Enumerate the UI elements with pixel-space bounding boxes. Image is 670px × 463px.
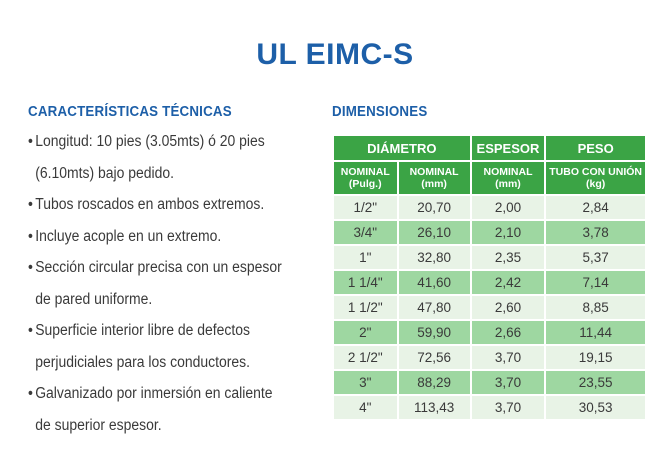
subheader-label: TUBO CON UNIÓN bbox=[549, 166, 643, 178]
subheader-unit: (mm) bbox=[421, 178, 447, 190]
feature-text: Incluye acople en un extremo. bbox=[35, 227, 222, 245]
cell-mm: 59,90 bbox=[398, 321, 470, 344]
cell-peso: 23,55 bbox=[546, 371, 645, 394]
table-row: 1" 32,80 2,35 5,37 bbox=[334, 246, 645, 269]
table-row: 4" 113,43 3,70 30,53 bbox=[334, 396, 645, 419]
feature-item: • Tubos roscados en ambos extremos. bbox=[28, 189, 298, 221]
cell-pulg: 3/4" bbox=[334, 221, 397, 244]
feature-text: de pared uniforme. bbox=[35, 290, 153, 308]
feature-item: • Longitud: 10 pies (3.05mts) ó 20 pies bbox=[28, 126, 298, 158]
cell-espesor: 2,66 bbox=[471, 321, 545, 344]
dimensions-heading: DIMENSIONES bbox=[332, 104, 428, 120]
features-heading: CARACTERÍSTICAS TÉCNICAS bbox=[28, 104, 232, 120]
feature-text: perjudiciales para los conductores. bbox=[35, 353, 251, 371]
feature-item: • Sección circular precisa con un espesor bbox=[28, 252, 298, 284]
cell-mm: 32,80 bbox=[398, 246, 470, 269]
cell-espesor: 2,35 bbox=[471, 246, 545, 269]
feature-text: Sección circular precisa con un espesor bbox=[35, 259, 282, 276]
feature-text: Longitud: 10 pies (3.05mts) ó 20 pies bbox=[35, 133, 265, 150]
cell-espesor: 3,70 bbox=[471, 371, 545, 394]
cell-espesor: 3,70 bbox=[471, 346, 545, 369]
bullet-icon: • bbox=[28, 322, 33, 339]
bullet-icon: • bbox=[28, 196, 33, 213]
cell-pulg: 2 1/2" bbox=[334, 346, 397, 369]
cell-pulg: 1 1/2" bbox=[334, 296, 397, 319]
table-row: 1 1/4" 41,60 2,42 7,14 bbox=[334, 271, 645, 294]
subheader-unit: (kg) bbox=[586, 178, 606, 190]
cell-espesor: 2,42 bbox=[471, 271, 545, 294]
feature-text: Galvanizado por inmersión en caliente bbox=[35, 385, 273, 402]
table-row: 2 1/2" 72,56 3,70 19,15 bbox=[334, 346, 645, 369]
subheader-nominal-mm: NOMINAL (mm) bbox=[398, 162, 470, 194]
cell-peso: 19,15 bbox=[546, 346, 645, 369]
cell-peso: 11,44 bbox=[546, 321, 645, 344]
header-diametro: DIÁMETRO bbox=[334, 136, 470, 160]
page-title: UL EIMC-S bbox=[256, 38, 414, 71]
cell-pulg: 4" bbox=[334, 396, 397, 419]
bullet-icon: • bbox=[28, 133, 33, 150]
feature-item-continuation: perjudiciales para los conductores. bbox=[28, 347, 298, 379]
subheader-nominal-pulg: NOMINAL (Pulg.) bbox=[334, 162, 397, 194]
feature-item: • Galvanizado por inmersión en caliente bbox=[28, 378, 298, 410]
bullet-icon: • bbox=[28, 259, 33, 276]
subheader-unit: (mm) bbox=[495, 178, 521, 190]
cell-peso: 30,53 bbox=[546, 396, 645, 419]
feature-item-continuation: (6.10mts) bajo pedido. bbox=[28, 158, 298, 190]
subheader-label: NOMINAL bbox=[340, 166, 390, 178]
cell-mm: 113,43 bbox=[398, 396, 470, 419]
table-row: 2" 59,90 2,66 11,44 bbox=[334, 321, 645, 344]
cell-pulg: 1" bbox=[334, 246, 397, 269]
cell-pulg: 1/2" bbox=[334, 196, 397, 219]
cell-mm: 72,56 bbox=[398, 346, 470, 369]
feature-item-continuation: de pared uniforme. bbox=[28, 284, 298, 316]
cell-peso: 3,78 bbox=[546, 221, 645, 244]
cell-peso: 7,14 bbox=[546, 271, 645, 294]
subheader-label: NOMINAL bbox=[409, 166, 459, 178]
subheader-espesor-mm: NOMINAL (mm) bbox=[471, 162, 545, 194]
cell-mm: 41,60 bbox=[398, 271, 470, 294]
bullet-icon: • bbox=[28, 227, 33, 245]
feature-text: Tubos roscados en ambos extremos. bbox=[35, 196, 265, 213]
cell-espesor: 2,00 bbox=[471, 196, 545, 219]
header-peso: PESO bbox=[546, 136, 645, 160]
cell-mm: 26,10 bbox=[398, 221, 470, 244]
cell-espesor: 2,60 bbox=[471, 296, 545, 319]
cell-espesor: 3,70 bbox=[471, 396, 545, 419]
cell-pulg: 3" bbox=[334, 371, 397, 394]
subheader-label: NOMINAL bbox=[483, 166, 533, 178]
feature-item-continuation: de superior espesor. bbox=[28, 410, 298, 442]
subheader-peso: TUBO CON UNIÓN (kg) bbox=[546, 162, 645, 194]
bullet-icon: • bbox=[28, 385, 33, 402]
cell-mm: 88,29 bbox=[398, 371, 470, 394]
feature-text: de superior espesor. bbox=[35, 416, 162, 434]
feature-text: Superficie interior libre de defectos bbox=[35, 322, 250, 339]
cell-pulg: 1 1/4" bbox=[334, 271, 397, 294]
feature-text: (6.10mts) bajo pedido. bbox=[35, 164, 175, 182]
table-row: 3" 88,29 3,70 23,55 bbox=[334, 371, 645, 394]
cell-mm: 20,70 bbox=[398, 196, 470, 219]
table-row: 1/2" 20,70 2,00 2,84 bbox=[334, 196, 645, 219]
cell-peso: 2,84 bbox=[546, 196, 645, 219]
features-list: • Longitud: 10 pies (3.05mts) ó 20 pies (6… bbox=[28, 126, 328, 441]
cell-peso: 5,37 bbox=[546, 246, 645, 269]
header-espesor: ESPESOR bbox=[471, 136, 545, 160]
cell-espesor: 2,10 bbox=[471, 221, 545, 244]
dimensions-table: DIÁMETRO ESPESOR PESO NOMINAL (Pulg.) NO… bbox=[332, 134, 647, 421]
table-row: 1 1/2" 47,80 2,60 8,85 bbox=[334, 296, 645, 319]
cell-peso: 8,85 bbox=[546, 296, 645, 319]
cell-mm: 47,80 bbox=[398, 296, 470, 319]
table-row: 3/4" 26,10 2,10 3,78 bbox=[334, 221, 645, 244]
cell-pulg: 2" bbox=[334, 321, 397, 344]
feature-item: • Superficie interior libre de defectos bbox=[28, 315, 298, 347]
subheader-unit: (Pulg.) bbox=[348, 178, 382, 190]
feature-item: • Incluye acople en un extremo. bbox=[28, 221, 298, 253]
